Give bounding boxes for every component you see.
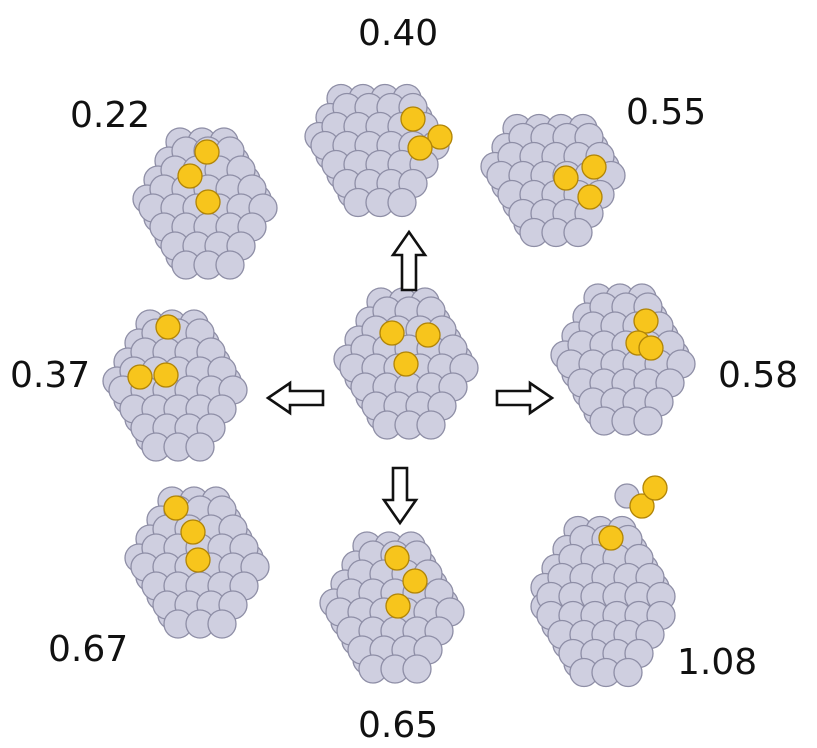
- adsorbate-atom: [385, 593, 411, 619]
- adsorbate-atom: [629, 493, 655, 519]
- metal-atom: [207, 609, 237, 639]
- adsorbate-atom: [598, 525, 624, 551]
- label-top: 0.40: [358, 13, 439, 54]
- label-right: 0.58: [718, 355, 799, 396]
- metal-atom: [402, 654, 432, 684]
- adsorbate-atom: [407, 135, 433, 161]
- cluster-center: [333, 287, 479, 440]
- adsorbate-atom: [581, 154, 607, 180]
- adsorbate-atom: [400, 106, 426, 132]
- adsorbate-atom: [185, 547, 211, 573]
- cluster-top-right: [480, 113, 626, 248]
- cluster-top: [304, 83, 453, 218]
- adsorbate-atom: [153, 362, 179, 388]
- label-top-left: 0.22: [70, 95, 151, 136]
- adsorbate-atom: [415, 322, 441, 348]
- adsorbate-atom: [427, 124, 453, 150]
- cluster-right: [550, 283, 696, 436]
- adsorbate-atom: [633, 308, 659, 334]
- adsorbate-atom: [577, 184, 603, 210]
- adsorbate-atom: [638, 335, 664, 361]
- adsorbate-atom: [553, 165, 579, 191]
- adsorbate-atom: [379, 320, 405, 346]
- adsorbate-atom: [127, 364, 153, 390]
- cluster-top-left: [132, 127, 278, 280]
- adsorbate-atom: [642, 475, 668, 501]
- label-bottom-left: 0.67: [48, 629, 129, 670]
- detached-dimer: [614, 475, 668, 519]
- metal-atom: [416, 410, 446, 440]
- metal-atom: [185, 432, 215, 462]
- adsorbate-atom: [155, 314, 181, 340]
- cluster-left: [102, 309, 248, 462]
- label-bottom: 0.65: [358, 705, 439, 746]
- metal-atom: [613, 657, 643, 688]
- cluster-bottom: [319, 531, 465, 684]
- arrow-down-icon: [381, 466, 419, 526]
- label-top-right: 0.55: [626, 92, 707, 133]
- adsorbate-atom: [177, 163, 203, 189]
- metal-atom: [387, 187, 417, 218]
- arrow-up-icon: [390, 229, 428, 292]
- cluster-bottom-right: [530, 515, 676, 688]
- adsorbate-atom: [163, 495, 189, 521]
- metal-atom: [563, 217, 593, 248]
- adsorbate-atom: [402, 568, 428, 594]
- metal-atom: [633, 406, 663, 436]
- adsorbate-atom: [384, 545, 410, 571]
- adsorbate-atom: [195, 189, 221, 215]
- metal-atom: [215, 250, 245, 280]
- adsorbate-atom: [194, 139, 220, 165]
- arrow-left-icon: [265, 380, 325, 416]
- label-left: 0.37: [10, 355, 91, 396]
- arrow-right-icon: [495, 380, 555, 416]
- adsorbate-atom: [393, 351, 419, 377]
- adsorbate-atom: [180, 519, 206, 545]
- cluster-bottom-left: [124, 486, 270, 639]
- label-bottom-right: 1.08: [677, 642, 758, 683]
